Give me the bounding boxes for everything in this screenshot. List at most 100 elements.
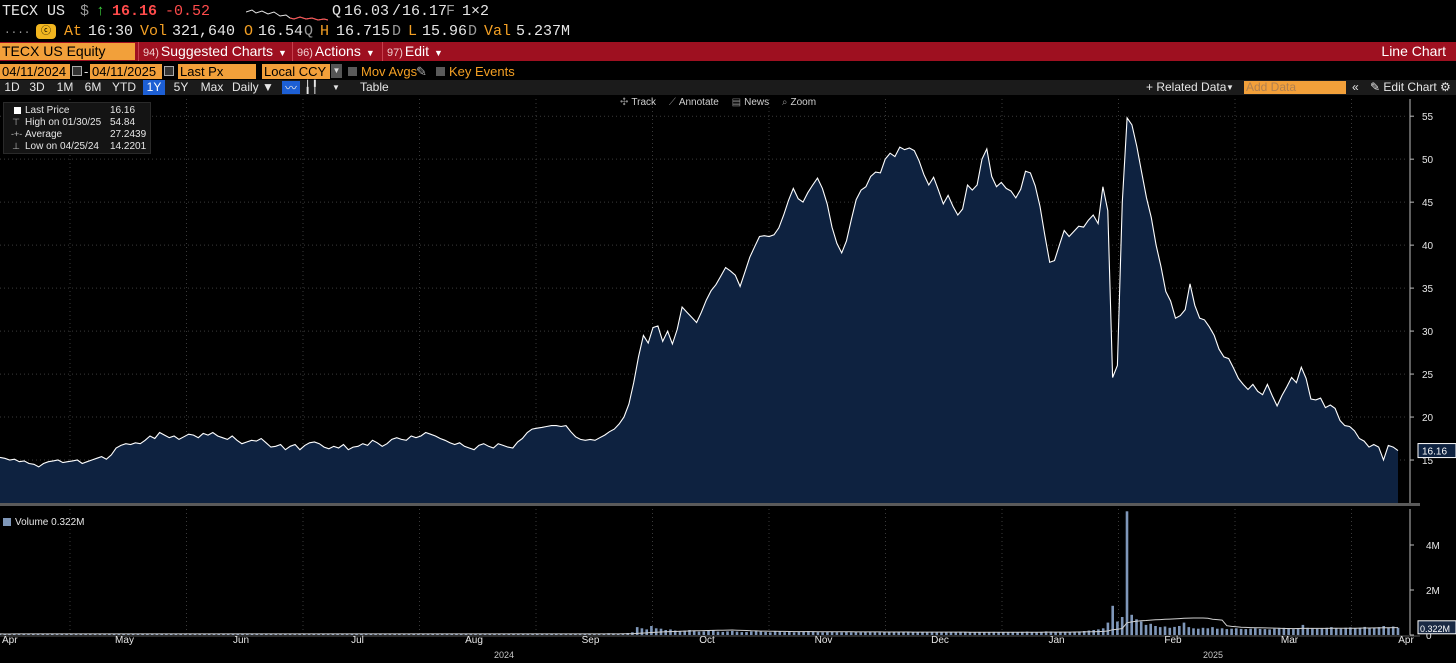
price-field-select[interactable]: Last Px [178, 64, 256, 79]
volume-bar [398, 633, 401, 635]
period-5y[interactable]: 5Y [173, 80, 189, 94]
volume-bar [1382, 626, 1385, 635]
volume-bar [421, 634, 425, 635]
price-legend[interactable]: Last Price 16.16 ⊤ High on 01/30/25 54.8… [3, 102, 151, 154]
start-date-field[interactable]: 04/11/2024 [0, 64, 70, 79]
related-data-caret-icon[interactable]: ▼ [1226, 83, 1234, 92]
calendar-icon[interactable] [72, 66, 82, 76]
volume-bar [968, 632, 972, 635]
pencil-icon[interactable]: ✎ [416, 64, 427, 79]
track-tool[interactable]: ✣ Track [620, 97, 656, 108]
volume-bar [341, 634, 344, 635]
month-label: May [115, 635, 134, 646]
volume-bar [255, 633, 259, 635]
quote-square-icon[interactable]: ⓒ [36, 24, 56, 39]
legend-swatch [14, 107, 21, 114]
ticker[interactable]: TECX US [2, 3, 66, 20]
volume-bar [464, 633, 468, 635]
period-max[interactable]: Max [200, 80, 224, 94]
volume-bar [1197, 628, 1200, 635]
collapse-icon[interactable]: « [1352, 80, 1359, 94]
volume-bar [345, 633, 349, 635]
period-1m[interactable]: 1M [56, 80, 74, 94]
annotate-label: Annotate [678, 97, 719, 108]
mov-avgs-checkbox[interactable] [348, 67, 357, 76]
chart-tools: ✣ Track ⟋ Annotate ▤ News ⌕ Zoom [620, 97, 826, 111]
menu-suggested-charts[interactable]: 94) Suggested Charts ▼ [138, 42, 288, 61]
period-toolbar: 1D 3D 1M 6M YTD 1Y 5Y Max Daily ▼ 〰 ╽╿ ▼… [0, 80, 1456, 95]
frequency-select[interactable]: Daily ▼ [232, 80, 274, 94]
volume-bar [131, 633, 135, 635]
volume-bar [1258, 628, 1262, 635]
volume-bar [750, 631, 753, 635]
table-button[interactable]: Table [360, 80, 389, 94]
annotate-tool[interactable]: ⟋ Annotate [669, 97, 719, 108]
volume-bar [298, 633, 301, 635]
volume-bar [654, 628, 658, 636]
volume-bar [260, 634, 263, 635]
menu-edit[interactable]: 97) Edit ▼ [382, 42, 448, 61]
volume-bar [1311, 628, 1314, 636]
caret-down-icon: ▼ [434, 48, 443, 58]
gear-icon[interactable]: ⚙ [1440, 80, 1451, 94]
volume-legend[interactable]: Volume 0.322M [3, 516, 85, 529]
volume-bar [536, 633, 539, 635]
currency-select[interactable]: Local CCY [262, 64, 330, 79]
volume-bar [74, 633, 78, 635]
volume-bar [103, 634, 106, 635]
volume-bar [1173, 626, 1176, 635]
volume-bar [474, 633, 477, 635]
caret-down-icon: ▼ [277, 48, 287, 58]
high-value: 16.715 [336, 23, 391, 40]
add-data-input[interactable] [1244, 81, 1346, 94]
related-data-button[interactable]: + Related Data [1146, 80, 1227, 94]
volume-bar [849, 632, 853, 635]
volume-bar [70, 634, 73, 635]
period-6m[interactable]: 6M [84, 80, 102, 94]
volume-bar [407, 633, 411, 635]
key-events-label[interactable]: Key Events [449, 64, 515, 79]
price-tick-label: 35 [1422, 284, 1434, 295]
volume-bar [540, 633, 544, 635]
edit-chart-button[interactable]: ✎ Edit Chart [1370, 80, 1437, 95]
volume-bar [379, 633, 382, 635]
security-field[interactable]: TECX US Equity [0, 43, 135, 60]
volume-bar [745, 631, 748, 635]
calendar-icon[interactable] [164, 66, 174, 76]
menu-actions[interactable]: 96) Actions ▼ [292, 42, 380, 61]
end-date-field[interactable]: 04/11/2025 [90, 64, 162, 79]
volume-bar [517, 634, 520, 635]
volume-bar [226, 633, 230, 635]
volume-bar [1358, 627, 1362, 635]
volume-bar [973, 632, 977, 635]
volume-bar [945, 632, 948, 635]
volume-bar [455, 633, 458, 635]
zoom-tool[interactable]: ⌕ Zoom [782, 97, 816, 108]
dropdown-icon[interactable]: ▼ [331, 64, 342, 78]
line-chart-icon[interactable]: 〰 [282, 81, 300, 95]
price-area [0, 116, 1399, 504]
volume-bar [740, 632, 744, 635]
bar-style-icon[interactable]: ╽╿ [304, 80, 319, 94]
volume-bar [1391, 626, 1395, 635]
news-tool[interactable]: ▤ News [732, 97, 769, 108]
period-ytd[interactable]: YTD [112, 80, 136, 94]
period-3d[interactable]: 3D [29, 80, 45, 94]
chart-style-caret-icon[interactable]: ▼ [332, 83, 340, 92]
volume-bar [559, 633, 563, 635]
volume-bar [678, 631, 682, 635]
period-1d[interactable]: 1D [4, 80, 20, 94]
volume-bar [0, 633, 2, 635]
period-1y[interactable]: 1Y [143, 80, 165, 95]
volume-bar [1325, 627, 1328, 635]
volume-bar [1377, 627, 1381, 635]
volume-bar [1182, 622, 1186, 635]
volume-bar [136, 633, 140, 635]
volume-bar [41, 633, 45, 635]
volume-bar [564, 634, 568, 635]
volume-bar [1092, 630, 1095, 635]
mov-avgs-label[interactable]: Mov Avgs [361, 64, 418, 79]
key-events-checkbox[interactable] [436, 67, 445, 76]
volume-bar [1059, 632, 1062, 635]
